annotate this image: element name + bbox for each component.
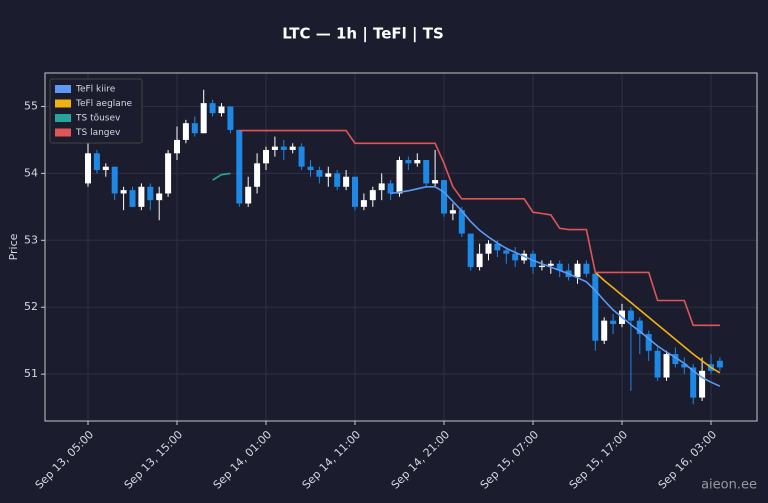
candle-body [405, 160, 412, 164]
candle-body [432, 180, 439, 184]
candle-body [458, 210, 465, 234]
candle-body [396, 160, 403, 194]
candle-body [592, 273, 599, 341]
y-tick-label: 51 [24, 367, 38, 380]
y-tick-label: 52 [24, 300, 38, 313]
indicator-line [594, 271, 721, 374]
candle-body [449, 210, 456, 214]
candle-body [263, 149, 269, 164]
y-tick-label: 54 [24, 166, 38, 179]
legend-label: TeFl aeglane [75, 99, 133, 109]
legend-label: TS tõusev [75, 114, 121, 124]
legend: TeFl kiire TeFl aeglane TS tõusev TS langev [49, 78, 143, 144]
candle-body [147, 186, 154, 201]
candle-body [690, 367, 697, 398]
candle-body [547, 263, 554, 266]
legend-swatch [55, 99, 71, 108]
candle-body [111, 166, 118, 194]
candle-body [138, 186, 145, 207]
candle-body [209, 103, 216, 114]
candle-body [182, 123, 189, 140]
candle-body [627, 310, 634, 321]
candle-body [200, 103, 207, 134]
candle-body [423, 160, 430, 184]
candle-body [654, 350, 661, 378]
candle-body [387, 183, 394, 194]
candle-body [316, 170, 323, 177]
legend-label: TeFl kiire [75, 85, 116, 95]
candle-body [298, 146, 305, 167]
candle-body [716, 360, 723, 368]
candle-body [681, 364, 688, 368]
y-axis-label: Price [7, 233, 20, 260]
candle-body [610, 320, 617, 324]
candle-body [156, 193, 163, 201]
candle-body [343, 176, 350, 187]
candle-body [254, 163, 261, 187]
candle-body [636, 320, 643, 334]
watermark: aieon.ee [701, 478, 757, 493]
indicator-line [239, 129, 720, 327]
candle-body [485, 243, 492, 254]
candle-body [360, 200, 367, 207]
plot-frame [44, 72, 758, 422]
candle-body [441, 180, 447, 214]
candle-body [227, 106, 234, 130]
candle-body [645, 334, 652, 351]
candle-body [271, 146, 278, 150]
y-tick-label: 53 [24, 233, 38, 246]
candle-body [352, 176, 358, 207]
candle-body [289, 146, 296, 150]
candle-body [307, 166, 314, 171]
candle-body [672, 354, 679, 365]
candle-body [236, 129, 243, 204]
legend-label: TS langev [75, 128, 121, 138]
legend-box [49, 78, 143, 144]
candle-body [174, 139, 180, 154]
candle-body [165, 153, 172, 194]
candle-body [699, 370, 706, 398]
candle-body [574, 263, 581, 278]
candle-body [218, 106, 225, 114]
indicator-line [390, 186, 721, 387]
candle-body [494, 243, 501, 251]
candle-body [503, 250, 510, 254]
candle-body [129, 190, 136, 207]
candle-body [601, 320, 608, 341]
candle-body [476, 253, 483, 268]
legend-swatch [55, 114, 71, 122]
candle-body [369, 190, 376, 201]
legend-swatch [55, 128, 71, 137]
candle-body [191, 123, 198, 134]
candle-body [663, 354, 670, 378]
candle-body [538, 265, 545, 268]
candle-body [556, 263, 563, 271]
candle-body [245, 186, 252, 204]
candle-body [102, 166, 109, 171]
candle-body [120, 190, 127, 194]
candle-body [467, 233, 474, 268]
candle-body [378, 183, 385, 191]
indicator-line [212, 172, 231, 181]
chart-title: LTC — 1h | TeFl | TS [282, 25, 444, 44]
y-tick-label: 55 [24, 99, 38, 112]
legend-swatch [55, 85, 71, 93]
candle-body [414, 160, 421, 164]
candle-body [583, 263, 590, 274]
candle-body [280, 146, 287, 150]
candle-body [334, 173, 341, 187]
candle-body [85, 153, 91, 184]
candle-body [93, 153, 100, 171]
candle-body [325, 173, 332, 177]
candle-body [512, 253, 519, 261]
